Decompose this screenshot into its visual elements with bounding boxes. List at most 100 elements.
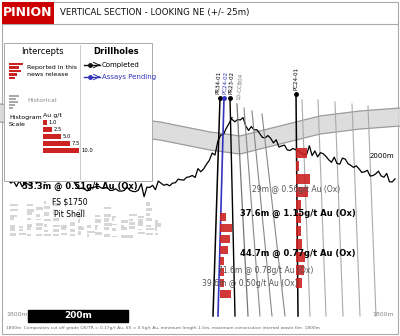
Bar [78,215,81,218]
Bar [95,232,102,235]
Bar [146,218,152,221]
Text: 53.3m @ 0.51g/t Au (Ox): 53.3m @ 0.51g/t Au (Ox) [22,182,138,191]
Bar [53,234,60,236]
Bar [9,62,23,65]
Bar [27,204,33,206]
Text: Assays Pending: Assays Pending [102,74,156,80]
Bar [18,233,26,235]
Bar [296,174,310,184]
Text: 2000m: 2000m [6,153,31,159]
Bar [10,204,18,206]
Bar [104,227,109,230]
Bar [53,229,58,233]
Text: 71.6m @ 0.78g/t Au (Ox): 71.6m @ 0.78g/t Au (Ox) [218,266,313,275]
Bar [296,161,299,171]
Bar [44,219,51,221]
Text: 10-CCB04: 10-CCB04 [236,73,244,100]
Bar [296,226,301,236]
Bar [27,224,32,227]
Bar [87,225,91,228]
Bar [43,148,79,153]
Text: 200m: 200m [64,311,92,321]
Bar [70,229,75,232]
Text: PR23-02: PR23-02 [229,71,235,94]
Text: 5.0: 5.0 [63,134,71,139]
Bar [112,236,118,237]
Bar [44,230,48,233]
Bar [78,219,80,223]
Bar [70,234,75,236]
Bar [296,187,308,197]
Bar [112,218,114,221]
Text: 10.0: 10.0 [81,148,93,153]
Text: 1.0: 1.0 [49,120,57,125]
Bar [112,223,117,225]
Bar [61,227,66,230]
Bar [121,227,128,230]
Bar [18,225,24,227]
Bar [220,213,226,221]
Text: Historical: Historical [27,98,57,103]
Text: Drillholes: Drillholes [93,47,139,56]
Bar [53,225,60,226]
Bar [44,224,47,227]
Bar [112,228,116,231]
Bar [146,228,154,230]
Text: Au g/t: Au g/t [43,113,62,118]
Text: 39.6m @ 0.50g/t Au (Ox): 39.6m @ 0.50g/t Au (Ox) [202,280,298,288]
Text: 2.5: 2.5 [54,127,62,132]
Bar [44,234,50,236]
Bar [36,234,42,237]
Bar [296,200,301,210]
Bar [36,223,43,226]
Bar [10,227,15,231]
Bar [296,265,304,275]
Bar [220,279,224,287]
Bar [104,223,112,226]
Bar [138,219,143,223]
Bar [155,223,161,226]
Bar [61,225,67,228]
Bar [112,216,116,218]
Bar [296,239,302,249]
Bar [27,212,32,215]
Bar [10,209,18,211]
Bar [44,212,49,216]
Bar [2,2,54,24]
Bar [146,208,152,211]
Bar [155,233,158,235]
Bar [9,95,19,97]
Bar [10,217,14,220]
Bar [121,235,129,238]
Bar [9,73,17,76]
Bar [104,214,111,217]
Text: 2000m: 2000m [369,153,394,159]
Text: 44.7m @ 0.77g/t Au (Ox): 44.7m @ 0.77g/t Au (Ox) [240,249,356,258]
Text: VERTICAL SECTION - LOOKING NE (+/- 25m): VERTICAL SECTION - LOOKING NE (+/- 25m) [60,8,249,17]
Text: Completed: Completed [102,62,140,68]
Bar [95,226,98,229]
Bar [18,229,23,232]
Bar [78,226,84,230]
Bar [44,206,50,209]
Bar [95,215,100,217]
Text: Histogram
Scale: Histogram Scale [9,115,42,127]
Bar [220,235,230,243]
Bar [9,66,19,69]
Bar [138,215,144,218]
Bar [95,225,98,227]
Bar [43,127,52,132]
Bar [28,310,128,322]
Bar [121,220,128,223]
Bar [10,215,18,217]
Bar [53,218,59,221]
Text: PC24-01: PC24-01 [293,67,299,90]
Bar [95,219,101,223]
Bar [296,252,305,262]
Bar [296,213,301,223]
Bar [121,225,124,227]
Bar [78,226,82,228]
Bar [43,134,61,139]
Bar [155,227,157,231]
Text: Reported in this
news release: Reported in this news release [27,65,77,77]
